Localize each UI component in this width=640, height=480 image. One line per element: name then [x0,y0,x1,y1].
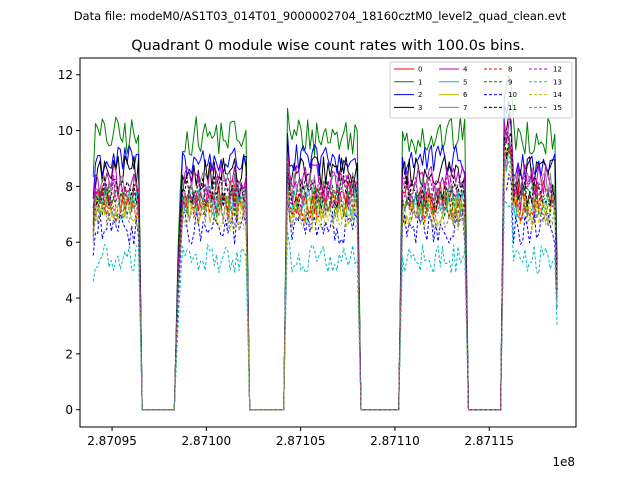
series-line-9 [92,144,558,411]
x-tick-label: 2.87115 [464,434,514,448]
suptitle: Data file: modeM0/AS1T03_014T01_90000027… [74,9,567,23]
legend-label: 13 [553,78,562,86]
y-axis: 0 2 4 6 8 10 12 [58,68,80,417]
y-tick-label: 6 [65,236,73,250]
legend-label: 7 [463,104,467,112]
series-line-8 [92,149,558,411]
x-tick-label: 2.87100 [182,434,232,448]
legend-label: 6 [463,91,468,99]
y-tick-label: 0 [65,403,73,417]
y-tick-label: 2 [65,347,73,361]
legend-label: 10 [508,91,517,99]
legend-label: 11 [508,104,517,112]
x-axis: 2.87095 2.87100 2.87105 2.87110 2.87115 [87,427,514,448]
series-line-3 [92,113,558,411]
legend-label: 9 [508,78,512,86]
legend-label: 0 [418,66,422,74]
series-line-13 [92,199,558,411]
x-offset-label: 1e8 [552,455,575,469]
legend-label: 1 [418,78,422,86]
legend-label: 14 [553,91,562,99]
y-tick-label: 10 [58,124,73,138]
series-line-1 [92,75,558,411]
y-tick-label: 8 [65,180,73,194]
plot-lines [92,75,558,411]
y-tick-label: 12 [58,68,73,82]
series-line-14 [92,162,558,411]
x-tick-label: 2.87105 [276,434,326,448]
legend-label: 5 [463,78,467,86]
chart-title: Quadrant 0 module wise count rates with … [131,38,525,54]
legend-label: 2 [418,91,422,99]
legend-label: 15 [553,104,562,112]
legend-label: 8 [508,66,512,74]
legend-label: 4 [463,66,468,74]
series-line-5 [92,145,558,411]
series-line-15 [92,148,558,411]
y-tick-label: 4 [65,292,73,306]
x-tick-label: 2.87110 [370,434,420,448]
legend-box [389,61,573,119]
x-tick-label: 2.87095 [87,434,137,448]
series-line-4 [92,119,558,411]
series-line-10 [92,173,558,411]
legend-label: 12 [553,66,562,74]
legend-label: 3 [418,104,422,112]
series-line-12 [92,130,558,411]
